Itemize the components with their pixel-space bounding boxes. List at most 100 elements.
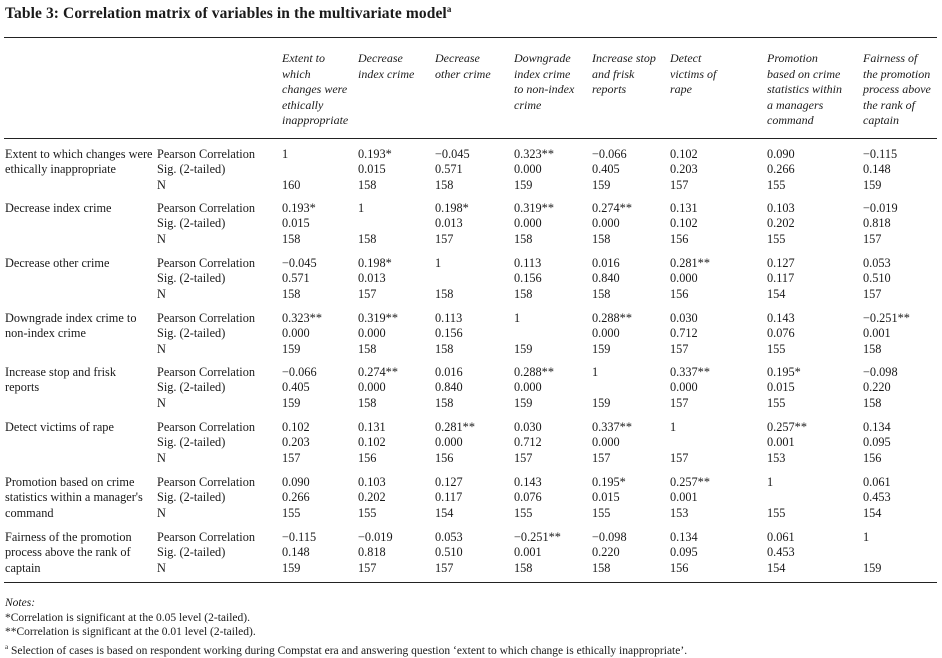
- note-line: **Correlation is significant at the 0.01…: [5, 626, 256, 639]
- top-rule: [4, 37, 937, 38]
- table-cell: 0.156: [435, 326, 463, 341]
- notes-heading: Notes:: [5, 597, 36, 609]
- table-cell: 0.198*: [358, 256, 392, 270]
- table-cell: 0.103: [358, 475, 386, 489]
- table-cell: 0.220: [863, 380, 891, 395]
- table-cell: 0.405: [282, 380, 310, 395]
- table-cell: 157: [358, 286, 377, 301]
- column-header: Decrease index crime: [358, 51, 415, 81]
- table-cell: 158: [514, 231, 533, 246]
- table-cell: 159: [592, 341, 611, 356]
- table-cell: −0.045: [435, 147, 470, 161]
- table-cell: 159: [282, 560, 301, 575]
- table-cell: 0.102: [358, 435, 386, 450]
- table-cell: 0.000: [670, 271, 698, 286]
- table-cell: 0.000: [670, 380, 698, 395]
- table-cell: 157: [514, 450, 533, 465]
- table-cell: 158: [435, 341, 454, 356]
- table-cell: 0.000: [514, 380, 542, 395]
- table-cell: −0.115: [282, 530, 317, 544]
- table-cell: 0.000: [358, 380, 386, 395]
- table-cell: 0.453: [863, 490, 891, 505]
- table-cell: 0.113: [435, 311, 463, 325]
- table-cell: 0.090: [282, 475, 310, 489]
- table-cell: 0.193*: [358, 147, 392, 161]
- table-cell: 0.840: [592, 271, 620, 286]
- table-cell: 0.127: [767, 256, 795, 270]
- table-cell: 154: [435, 505, 454, 520]
- footnote-mark: a: [5, 642, 9, 651]
- table-cell: 158: [358, 231, 377, 246]
- table-cell: 0.818: [863, 216, 891, 231]
- table-cell: 0.103: [767, 201, 795, 215]
- row-label: Downgrade index crime to non-index crime: [5, 311, 137, 341]
- table-cell: 155: [358, 505, 377, 520]
- table-cell: 0.030: [670, 311, 698, 325]
- table-cell: 1: [514, 311, 521, 325]
- table-cell: 0.013: [435, 216, 463, 231]
- table-cell: 158: [435, 177, 454, 192]
- table-cell: 0.405: [592, 162, 620, 177]
- stat-label: Sig. (2-tailed): [157, 490, 226, 505]
- stat-label: N: [157, 560, 166, 575]
- table-cell: 0.076: [767, 326, 795, 341]
- table-cell: 0.015: [592, 490, 620, 505]
- table-cell: 0.148: [282, 545, 310, 560]
- table-cell: −0.251**: [514, 530, 561, 544]
- stat-label: N: [157, 231, 166, 246]
- table-cell: 158: [592, 560, 611, 575]
- table-cell: 1: [592, 365, 599, 379]
- table-cell: 153: [767, 450, 786, 465]
- table-cell: 157: [863, 231, 882, 246]
- table-cell: 0.095: [670, 545, 698, 560]
- stat-label: Sig. (2-tailed): [157, 380, 226, 395]
- table-cell: 0.202: [767, 216, 795, 231]
- table-cell: 0.134: [863, 420, 891, 434]
- table-cell: 0.113: [514, 256, 542, 270]
- column-header: Downgrade index crime to non-index crime: [514, 51, 575, 112]
- stat-label: Pearson Correlation: [157, 311, 256, 325]
- table-cell: 0.013: [358, 271, 386, 286]
- table-cell: 0.712: [514, 435, 542, 450]
- table-cell: 159: [592, 177, 611, 192]
- table-cell: 0.015: [358, 162, 386, 177]
- table-cell: 155: [767, 231, 786, 246]
- table-cell: 1: [282, 147, 289, 161]
- stat-label: Pearson Correlation: [157, 201, 256, 215]
- stat-label: Pearson Correlation: [157, 475, 256, 489]
- table-cell: 0.015: [282, 216, 310, 231]
- table-cell: 0.000: [282, 326, 310, 341]
- table-cell: −0.045: [282, 256, 317, 270]
- table-cell: 157: [670, 450, 689, 465]
- stat-label: Pearson Correlation: [157, 256, 256, 270]
- table-cell: 0.818: [358, 545, 386, 560]
- stat-label: Sig. (2-tailed): [157, 216, 226, 231]
- table-cell: 0.143: [514, 475, 542, 489]
- row-label: Decrease other crime: [5, 256, 110, 270]
- table-cell: −0.251**: [863, 311, 910, 325]
- table-cell: 0.203: [670, 162, 698, 177]
- stat-label: Pearson Correlation: [157, 365, 256, 379]
- table-cell: 0.319**: [514, 201, 554, 215]
- table-cell: 0.281**: [435, 420, 475, 434]
- column-header: Promotion based on crime statistics with…: [767, 51, 843, 128]
- table-cell: 155: [767, 395, 786, 410]
- table-cell: 159: [282, 341, 301, 356]
- stat-label: Pearson Correlation: [157, 530, 256, 544]
- table-cell: 0.076: [514, 490, 542, 505]
- table-cell: 0.016: [592, 256, 620, 270]
- table-cell: 0.016: [435, 365, 463, 379]
- table-cell: 0.288**: [592, 311, 632, 325]
- table-cell: 0.510: [435, 545, 463, 560]
- stat-label: Sig. (2-tailed): [157, 545, 226, 560]
- table-cell: 156: [670, 231, 689, 246]
- table-cell: 156: [863, 450, 882, 465]
- table-cell: −0.115: [863, 147, 898, 161]
- table-cell: 159: [514, 341, 533, 356]
- header-rule: [4, 138, 937, 139]
- table-cell: 158: [863, 341, 882, 356]
- table-cell: 0.288**: [514, 365, 554, 379]
- stat-label: N: [157, 395, 166, 410]
- row-label: Detect victims of rape: [5, 420, 114, 434]
- table-cell: 0.000: [435, 435, 463, 450]
